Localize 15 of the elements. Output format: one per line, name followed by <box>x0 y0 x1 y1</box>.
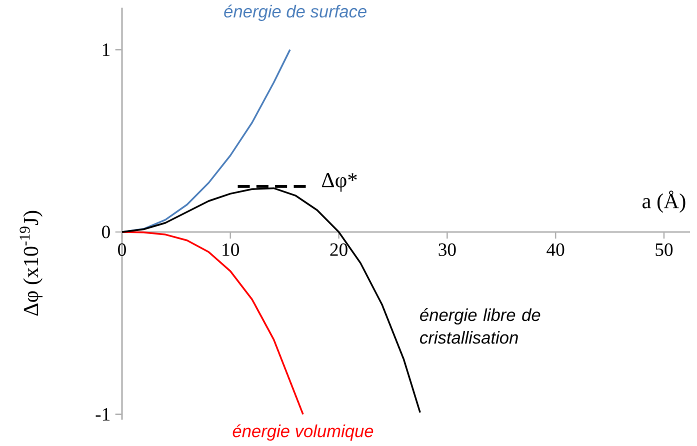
x-tick-label: 50 <box>656 243 673 256</box>
y-tick-label: 1 <box>102 44 110 56</box>
x-tick-label: 10 <box>222 243 240 256</box>
y-tick-label: -1 <box>96 408 110 420</box>
series-label: énergie volumique <box>232 424 374 441</box>
y-tick-label: 0 <box>102 226 110 238</box>
series-label: énergie libre de cristallisation <box>420 308 540 344</box>
text: énergie de surface <box>224 4 366 21</box>
annotation: Δφ* <box>322 173 357 192</box>
x-tick-label: 0 <box>118 243 126 256</box>
y-axis-title: Δφ (x10$^{-19}$J) <box>20 210 43 316</box>
x-axis-title: a (Å) <box>642 190 686 213</box>
x-tick-label: 20 <box>330 243 348 256</box>
x-tick-label: 40 <box>546 243 564 256</box>
x-tick-label: 30 <box>438 243 456 256</box>
